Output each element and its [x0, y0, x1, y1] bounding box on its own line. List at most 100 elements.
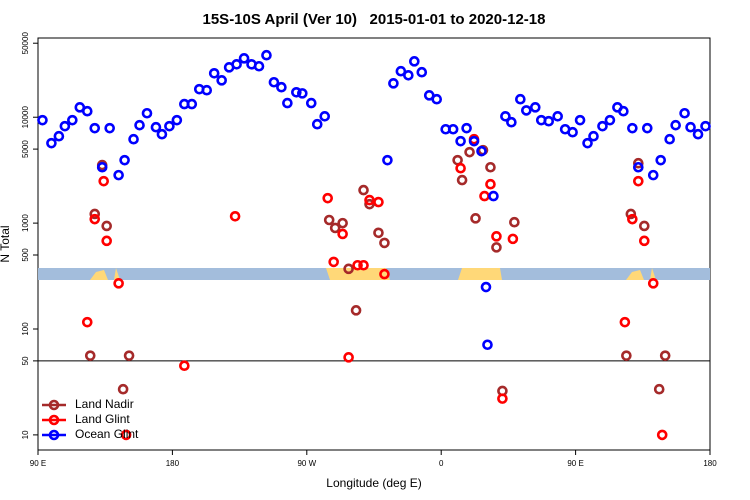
point: [322, 192, 334, 204]
x-tick-label: 0: [439, 459, 444, 468]
point: [633, 161, 644, 173]
point: [276, 81, 287, 93]
point: [692, 128, 704, 140]
point: [128, 133, 139, 145]
point: [647, 169, 659, 181]
point: [638, 235, 650, 247]
point: [685, 121, 696, 133]
point: [89, 122, 101, 134]
point: [305, 97, 317, 109]
point: [597, 120, 608, 132]
legend-label: Land Nadir: [75, 397, 134, 411]
point: [482, 339, 493, 351]
point: [491, 231, 502, 242]
point: [485, 161, 496, 173]
point: [485, 178, 496, 190]
point: [229, 210, 241, 222]
point: [81, 316, 93, 328]
point: [46, 137, 57, 149]
point: [113, 169, 124, 181]
point: [461, 122, 472, 134]
point: [141, 107, 153, 119]
y-tick-label: 50: [21, 356, 30, 365]
point: [59, 120, 71, 132]
point: [529, 102, 541, 113]
point: [604, 114, 616, 126]
point: [403, 69, 414, 81]
point: [479, 190, 490, 202]
point: [343, 352, 354, 363]
point: [627, 213, 638, 225]
point: [521, 105, 532, 116]
land-patch: [90, 268, 120, 280]
point: [491, 242, 502, 253]
y-tick-label: 500: [21, 248, 30, 262]
point: [119, 154, 130, 166]
point: [201, 84, 213, 96]
point: [638, 220, 650, 232]
legend-marker: [48, 399, 60, 411]
point: [379, 268, 390, 280]
land-patch: [326, 268, 390, 280]
point: [416, 66, 428, 78]
point: [67, 114, 78, 126]
legend-marker: [48, 414, 60, 426]
point: [343, 263, 354, 275]
point: [507, 233, 519, 245]
point: [455, 162, 466, 174]
point: [506, 116, 517, 128]
point: [670, 119, 681, 131]
point: [186, 98, 198, 110]
plot-frame: [37, 37, 711, 451]
point: [123, 350, 135, 361]
land-patch: [626, 268, 656, 280]
point: [208, 67, 220, 79]
map-strip: [38, 268, 710, 280]
chart-title: 15S-10S April (Ver 10) 2015-01-01 to 202…: [203, 11, 546, 28]
point: [647, 278, 659, 289]
point: [253, 60, 265, 72]
point: [150, 121, 162, 133]
point: [509, 216, 520, 228]
point: [664, 133, 675, 145]
point: [480, 281, 492, 293]
point: [328, 256, 339, 268]
x-tick-label: 90 E: [30, 459, 46, 468]
point: [319, 111, 331, 122]
point: [104, 122, 115, 134]
point: [179, 360, 190, 372]
point: [156, 128, 168, 140]
point: [656, 429, 668, 441]
point: [120, 429, 132, 441]
point: [81, 105, 93, 117]
point: [291, 86, 302, 98]
point: [113, 278, 124, 289]
point: [352, 259, 363, 271]
point: [488, 190, 499, 202]
point: [101, 220, 112, 232]
point: [476, 145, 487, 157]
point: [171, 114, 183, 126]
x-tick-label: 180: [703, 459, 717, 468]
point: [84, 350, 96, 361]
point: [625, 208, 637, 220]
point: [700, 120, 711, 132]
point: [101, 235, 112, 247]
point: [373, 227, 384, 239]
series: [37, 49, 711, 351]
point: [552, 111, 563, 122]
point: [98, 175, 110, 187]
point: [297, 88, 308, 99]
point: [470, 213, 481, 224]
y-tick-label: 5000: [21, 140, 30, 158]
y-tick-label: 50000: [21, 32, 30, 55]
land-patch: [458, 268, 502, 280]
series: [81, 133, 668, 441]
point: [627, 122, 638, 134]
point: [431, 93, 443, 105]
point: [231, 59, 242, 70]
point: [633, 175, 644, 187]
